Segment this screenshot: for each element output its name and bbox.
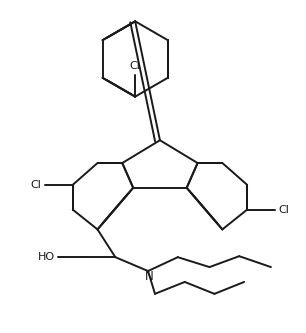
- Text: Cl: Cl: [30, 180, 41, 190]
- Text: N: N: [145, 270, 153, 283]
- Text: Cl: Cl: [279, 204, 290, 214]
- Text: HO: HO: [38, 252, 55, 262]
- Text: Cl: Cl: [130, 61, 140, 71]
